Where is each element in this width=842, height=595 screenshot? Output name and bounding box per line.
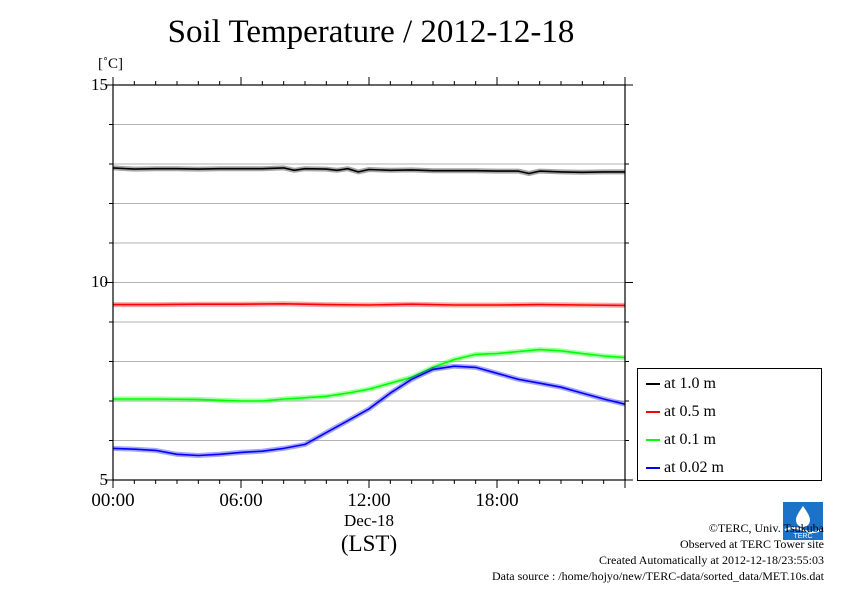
source-text: Data source : /home/hojyo/new/TERC-data/… xyxy=(491,569,824,583)
x-tick-label: 00:00 xyxy=(91,490,135,511)
legend-label: at 0.02 m xyxy=(664,459,724,476)
legend-label: at 0.1 m xyxy=(664,431,716,448)
series-band xyxy=(112,363,626,458)
legend-swatch xyxy=(646,467,660,469)
terc-logo-icon: TERC xyxy=(783,502,823,540)
legend-item: at 0.5 m xyxy=(646,402,716,422)
x-axis-label: (LST) xyxy=(340,531,398,556)
legend: at 1.0 m at 0.5 m at 0.1 m at 0.02 m xyxy=(637,368,822,481)
series-line xyxy=(113,348,626,402)
chart-title: Soil Temperature / 2012-12-18 xyxy=(167,14,575,50)
x-tick-label: 06:00 xyxy=(219,490,263,511)
y-tick-label: 15 xyxy=(91,75,108,94)
date-label: Dec-18 xyxy=(343,511,395,530)
legend-swatch xyxy=(646,383,660,385)
legend-label: at 0.5 m xyxy=(664,403,716,420)
x-tick-label: 12:00 xyxy=(347,490,391,511)
credits: ©TERC, Univ. Tsukuba Observed at TERC To… xyxy=(492,520,824,584)
y-tick-label: 5 xyxy=(99,470,109,489)
created-text: Created Automatically at 2012-12-18/23:5… xyxy=(599,553,824,567)
legend-label: at 1.0 m xyxy=(664,375,716,392)
legend-swatch xyxy=(646,411,660,413)
y-tick-label: 10 xyxy=(91,272,108,291)
copyright-text: ©TERC, Univ. Tsukuba xyxy=(708,521,824,535)
legend-item: at 0.1 m xyxy=(646,430,716,450)
series-line xyxy=(113,302,626,307)
legend-item: at 0.02 m xyxy=(646,458,724,478)
x-tick-label: 18:00 xyxy=(475,490,519,511)
legend-swatch xyxy=(646,439,660,441)
legend-item: at 1.0 m xyxy=(646,374,716,394)
logo-text: TERC xyxy=(793,533,812,540)
site-text: Observed at TERC Tower site xyxy=(679,537,824,551)
series-line xyxy=(112,365,626,457)
series-band xyxy=(113,347,626,404)
y-axis-unit: [˚C] xyxy=(98,56,123,72)
series-line xyxy=(112,167,625,175)
